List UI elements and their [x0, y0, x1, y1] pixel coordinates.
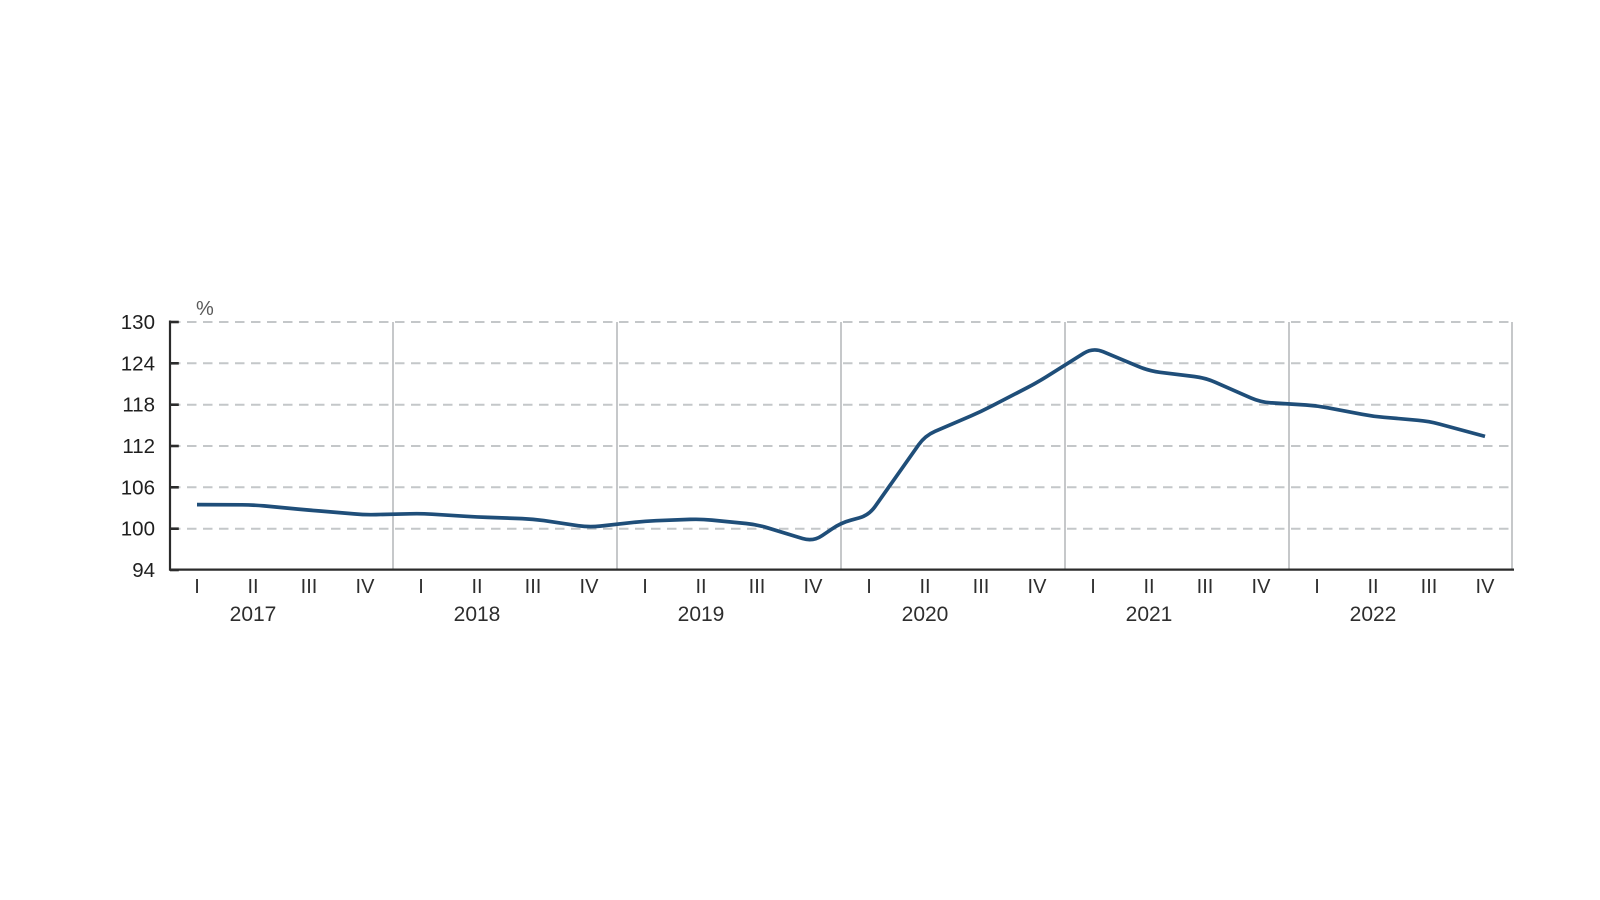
svg-text:112: 112: [122, 435, 155, 458]
svg-text:III: III: [749, 576, 766, 598]
svg-text:III: III: [1197, 576, 1214, 598]
svg-text:II: II: [471, 576, 482, 598]
svg-text:II: II: [247, 576, 258, 598]
svg-text:I: I: [1314, 576, 1320, 598]
svg-text:III: III: [1421, 576, 1438, 598]
svg-text:2020: 2020: [902, 603, 949, 626]
svg-text:II: II: [695, 576, 706, 598]
svg-text:106: 106: [121, 476, 155, 499]
svg-text:IV: IV: [1028, 576, 1048, 598]
svg-text:I: I: [1090, 576, 1096, 598]
svg-text:II: II: [919, 576, 930, 598]
svg-text:IV: IV: [804, 576, 824, 598]
svg-text:I: I: [642, 576, 648, 598]
svg-text:130: 130: [121, 311, 155, 334]
svg-text:94: 94: [132, 559, 155, 582]
svg-text:2021: 2021: [1126, 603, 1173, 626]
svg-text:118: 118: [122, 394, 155, 417]
svg-text:IV: IV: [1476, 576, 1496, 598]
svg-text:2018: 2018: [454, 603, 501, 626]
svg-text:2017: 2017: [230, 603, 277, 626]
svg-text:100: 100: [121, 518, 155, 541]
svg-text:II: II: [1143, 576, 1154, 598]
svg-text:2019: 2019: [678, 603, 725, 626]
svg-text:III: III: [525, 576, 542, 598]
svg-text:I: I: [866, 576, 872, 598]
svg-text:I: I: [418, 576, 424, 598]
svg-text:II: II: [1367, 576, 1378, 598]
svg-text:I: I: [194, 576, 200, 598]
svg-text:2022: 2022: [1350, 603, 1397, 626]
svg-text:III: III: [301, 576, 318, 598]
svg-text:IV: IV: [580, 576, 600, 598]
svg-text:124: 124: [121, 352, 155, 375]
svg-text:III: III: [973, 576, 990, 598]
svg-text:%: %: [196, 298, 214, 320]
svg-text:IV: IV: [1252, 576, 1272, 598]
svg-text:IV: IV: [356, 576, 376, 598]
